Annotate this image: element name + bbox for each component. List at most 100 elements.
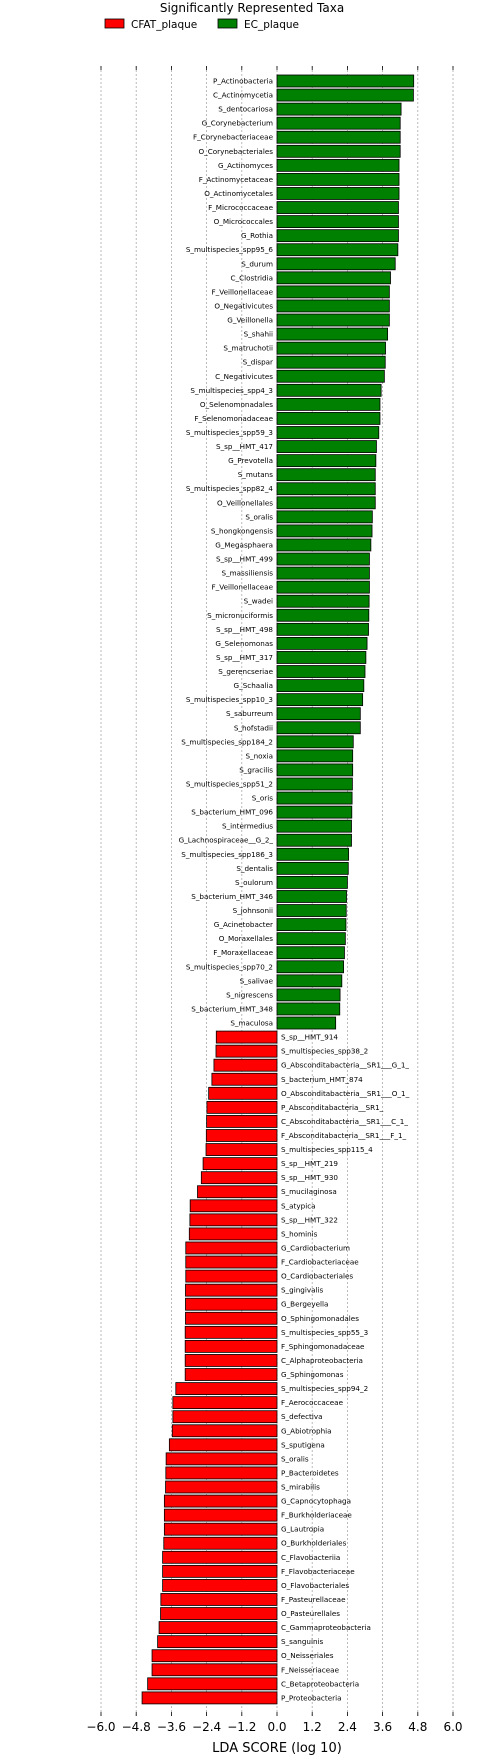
bar-label: S_multispecies_spp59_3 [186,428,273,437]
bar-label: G_Megasphaera [215,540,273,549]
bar [276,791,353,805]
bar-label: S_multispecies_spp186_3 [181,850,273,859]
bar-label: F_Moraxellaceae [213,948,273,957]
bar [276,341,386,355]
bar-label: C_Negativicutes [215,372,273,381]
bar [184,1340,278,1353]
bar-label: P_Proteobacteria [281,1693,341,1702]
bar [160,1593,278,1606]
bar [276,721,361,735]
bar [171,1424,278,1438]
bar [185,1255,278,1269]
bar-label: G_Absconditabacteria__SR1___G_1_ [281,1061,409,1070]
chart-title: Significantly Represented Taxa [160,1,344,15]
bar [276,552,370,566]
bar [205,1143,278,1156]
bar-label: S_defectiva [281,1412,323,1421]
bar-label: S_massiliensis [221,569,273,578]
bar-label: O_Neisseriales [281,1651,334,1660]
bar [163,1522,278,1536]
bar [276,215,399,229]
x-tick-label: −1.2 [227,1720,256,1734]
bar [213,1058,278,1072]
legend-swatch-ec [217,18,238,29]
legend-label-ec: EC_plaque [244,19,299,31]
bar [276,538,372,552]
bar-label: G_Capnocytophaga [281,1497,351,1506]
bar [163,1494,278,1508]
bar [276,890,347,903]
x-tick-label: 6.0 [443,1720,462,1734]
bar [276,580,370,594]
bar [276,946,345,960]
bar [276,74,415,88]
bar-label: C_Gammaproteobacteria [281,1623,371,1632]
bar-label: F_Micrococcaceae [208,203,274,212]
x-tick-label: 1.2 [303,1720,322,1734]
bar-label: O_Pasteurellales [281,1609,340,1618]
bar-label: S_multispecies_spp115_4 [281,1145,373,1154]
bar-label: G_Prevotella [228,456,273,465]
bar [276,327,388,341]
bar-label: F_Flavobacteriaceae [281,1567,355,1576]
bar [276,271,391,285]
bar [276,833,352,847]
bar [165,1466,278,1480]
bar-label: S_intermedius [222,822,273,831]
bar [276,805,353,819]
bar [160,1607,278,1620]
bar-label: O_Selenomonadales [200,400,273,409]
bar [276,229,399,243]
bar-label: G_Bergeyella [281,1300,328,1309]
bar-label: G_Corynebacterium [202,119,273,128]
bar-label: G_Lachnospiraceae__G_2_ [179,836,274,845]
bar [165,1452,278,1466]
bar-label: F_Absconditabacteria__SR1___F_1_ [281,1131,407,1140]
bar-label: S_sputigena [281,1440,325,1449]
bar [276,468,376,482]
bar [185,1283,278,1297]
bar [185,1311,278,1325]
bar-labels: P_Actinobacteria C_Actinomycetia S_dentoca… [179,77,410,1703]
bar-label: S_multispecies_spp38_2 [281,1047,368,1056]
bar-label: O_Sphingomonadales [281,1314,359,1323]
bar [276,1002,341,1016]
bar-label: F_Selenomonadaceae [194,414,273,423]
bar-label: S_atypica [281,1201,316,1210]
bar-label: S_shahii [244,330,273,339]
bar [276,257,396,271]
bar-label: P_Actinobacteria [213,77,273,86]
bar-label: S_micronuciformis [207,611,273,620]
bar [215,1030,278,1044]
bar [276,397,381,411]
x-tick-label: −2.4 [192,1720,221,1734]
bar [185,1269,278,1283]
bar-label: S_multispecies_spp184_2 [181,737,273,746]
bar-label: S_sp__HMT_499 [216,555,273,564]
bar-label: F_Sphingomonadaceae [281,1342,365,1351]
bar-label: S_multispecies_spp55_3 [281,1328,368,1337]
bar-label: P_Bacteroidetes [281,1468,339,1477]
bar [276,974,343,988]
bar [202,1157,278,1171]
bar [162,1564,278,1578]
bar-label: S_sp__HMT_930 [281,1173,338,1182]
bar [276,524,373,538]
bar [276,932,346,946]
bar [276,243,399,257]
bar [276,594,370,608]
bar-label: S_oris [252,794,274,803]
bar-label: S_mutans [238,470,273,479]
bar [276,482,376,496]
x-tick-label: 3.6 [373,1720,392,1734]
bar-label: O_Cardiobacteriales [281,1272,353,1281]
x-tick-label: 2.4 [338,1720,357,1734]
bar-label: G_Rothia [241,231,273,240]
bar [184,1368,278,1381]
bar-label: C_Alphaproteobacteria [281,1356,363,1365]
bar-label: S_sanguinis [281,1637,324,1646]
bar [276,608,370,622]
bar-label: S_multispecies_spp51_2 [186,780,273,789]
x-tick-label: −6.0 [86,1720,115,1734]
bar-label: O_Corynebacteriales [198,147,273,156]
